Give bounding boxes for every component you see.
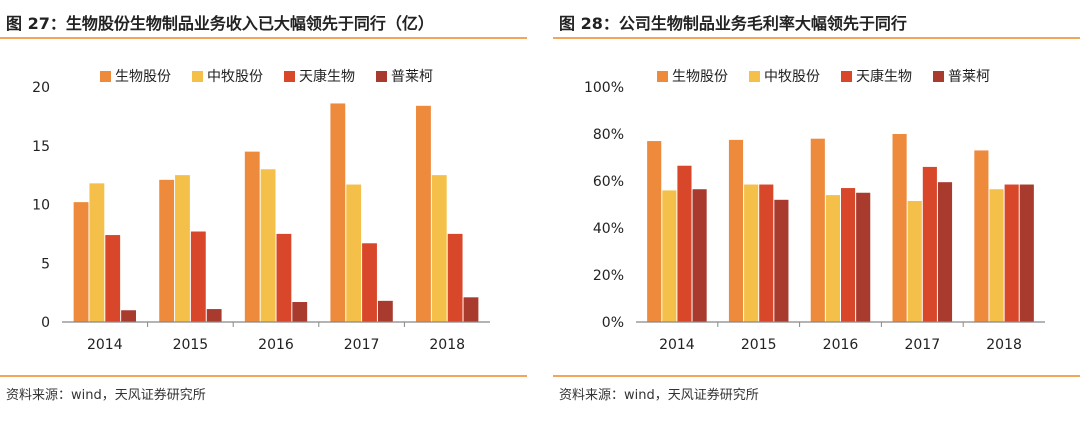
- x-tick-label: 2017: [904, 337, 940, 353]
- legend-swatch: [841, 71, 852, 82]
- x-tick-label: 2018: [429, 337, 465, 353]
- y-tick-label: 10: [32, 198, 50, 214]
- y-tick-label: 0: [41, 315, 50, 331]
- x-tick-label: 2014: [659, 337, 695, 353]
- bar: [907, 200, 922, 322]
- bar: [974, 150, 989, 322]
- bar: [105, 235, 121, 322]
- y-tick-label: 60%: [593, 174, 624, 190]
- bar: [89, 183, 105, 322]
- bar: [362, 243, 377, 322]
- x-tick-label: 2016: [823, 337, 859, 353]
- bar: [922, 166, 937, 322]
- bar: [892, 134, 907, 322]
- bar: [841, 188, 856, 322]
- bar: [330, 103, 346, 322]
- bar: [810, 138, 825, 322]
- x-tick-label: 2018: [986, 337, 1022, 353]
- bar: [677, 165, 692, 322]
- bar: [175, 175, 190, 323]
- legend-label: 天康生物: [856, 68, 912, 85]
- y-tick-label: 100%: [584, 80, 624, 96]
- bar: [759, 184, 774, 322]
- revenue-bar-chart: 生物股份 中牧股份 天康生物 普莱柯 0 5 10 15 20 2014 2015 2016 2017 2…: [32, 68, 490, 353]
- y-tick-label: 15: [32, 139, 50, 155]
- legend-swatch: [192, 71, 203, 82]
- y-tick-label: 20: [32, 80, 50, 96]
- x-tick-label: 2017: [344, 337, 380, 353]
- chart-title: 图 28：公司生物制品业务毛利率大幅领先于同行: [559, 14, 907, 33]
- source-divider: [0, 375, 527, 377]
- chart-panel-margin: 图 28：公司生物制品业务毛利率大幅领先于同行 生物股份 中牧股份 天康生物 普莱柯 0…: [553, 0, 1080, 425]
- bar: [647, 141, 662, 322]
- x-tick-label: 2014: [87, 337, 123, 353]
- chart-panel-revenue: 图 27：生物股份生物制品业务收入已大幅领先于同行（亿） 生物股份 中牧股份 天康生…: [0, 0, 527, 425]
- bar: [73, 202, 89, 322]
- x-tick-label: 2016: [258, 337, 294, 353]
- chart-source: 资料来源：wind，天风证券研究所: [559, 388, 759, 403]
- bar: [728, 139, 744, 323]
- legend-label: 生物股份: [115, 69, 171, 85]
- title-divider: [0, 37, 527, 39]
- bar: [989, 189, 1004, 322]
- y-tick-label: 80%: [593, 127, 624, 143]
- legend-label: 中牧股份: [207, 69, 263, 85]
- bar: [447, 233, 463, 323]
- x-tick-label: 2015: [741, 337, 777, 353]
- legend-swatch: [657, 71, 668, 82]
- legend-swatch: [933, 71, 944, 82]
- bar: [1004, 184, 1019, 322]
- bar: [662, 190, 677, 322]
- bar: [692, 189, 707, 322]
- bar: [463, 297, 479, 322]
- bar: [744, 184, 759, 322]
- legend-swatch: [100, 71, 111, 82]
- x-tick-label: 2015: [173, 337, 209, 353]
- bar: [190, 231, 206, 322]
- bar: [431, 175, 447, 323]
- y-tick-label: 5: [41, 256, 50, 272]
- y-tick-label: 20%: [593, 268, 624, 284]
- y-tick-label: 0%: [602, 315, 624, 331]
- legend-label: 中牧股份: [764, 69, 820, 85]
- legend-label: 普莱柯: [391, 69, 433, 85]
- legend-swatch: [376, 71, 387, 82]
- legend-swatch: [284, 71, 295, 82]
- bar: [377, 300, 393, 322]
- source-divider: [553, 375, 1080, 377]
- chart-title: 图 27：生物股份生物制品业务收入已大幅领先于同行（亿）: [6, 14, 434, 33]
- bar: [292, 302, 308, 322]
- bar: [856, 192, 871, 322]
- chart-source: 资料来源：wind，天风证券研究所: [6, 388, 206, 403]
- title-divider: [553, 37, 1080, 39]
- bar: [159, 179, 175, 322]
- bar: [260, 169, 276, 322]
- legend-swatch: [749, 71, 760, 82]
- bar: [206, 309, 222, 322]
- bar: [416, 105, 431, 322]
- gross-margin-bar-chart: 生物股份 中牧股份 天康生物 普莱柯 0% 20% 40% 60% 80% 100% 2014 201…: [584, 68, 1045, 353]
- legend-label: 生物股份: [672, 69, 728, 85]
- bar: [1019, 184, 1034, 322]
- bar: [774, 199, 789, 322]
- bar: [937, 182, 953, 322]
- bar: [825, 195, 840, 322]
- legend-label: 普莱柯: [948, 69, 990, 85]
- bar: [121, 310, 136, 322]
- legend-label: 天康生物: [299, 68, 355, 85]
- bar: [346, 184, 362, 322]
- bar: [276, 233, 292, 323]
- y-tick-label: 40%: [593, 221, 624, 237]
- bar: [244, 151, 260, 323]
